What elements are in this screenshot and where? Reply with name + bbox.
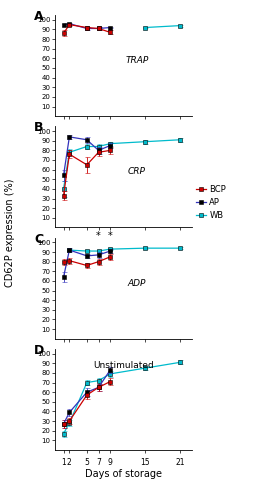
X-axis label: Days of storage: Days of storage [85,470,162,480]
Text: D: D [34,344,44,357]
Text: CRP: CRP [128,168,146,176]
Text: Unstimulated: Unstimulated [93,361,154,370]
Text: ADP: ADP [128,278,146,287]
Text: TRAP: TRAP [125,56,149,65]
Text: *: * [108,232,113,241]
Text: A: A [34,10,44,23]
Text: *: * [96,232,101,241]
Text: C: C [34,232,43,245]
Legend: BCP, AP, WB: BCP, AP, WB [196,185,226,220]
Text: B: B [34,121,44,134]
Text: CD62P expression (%): CD62P expression (%) [5,178,15,287]
